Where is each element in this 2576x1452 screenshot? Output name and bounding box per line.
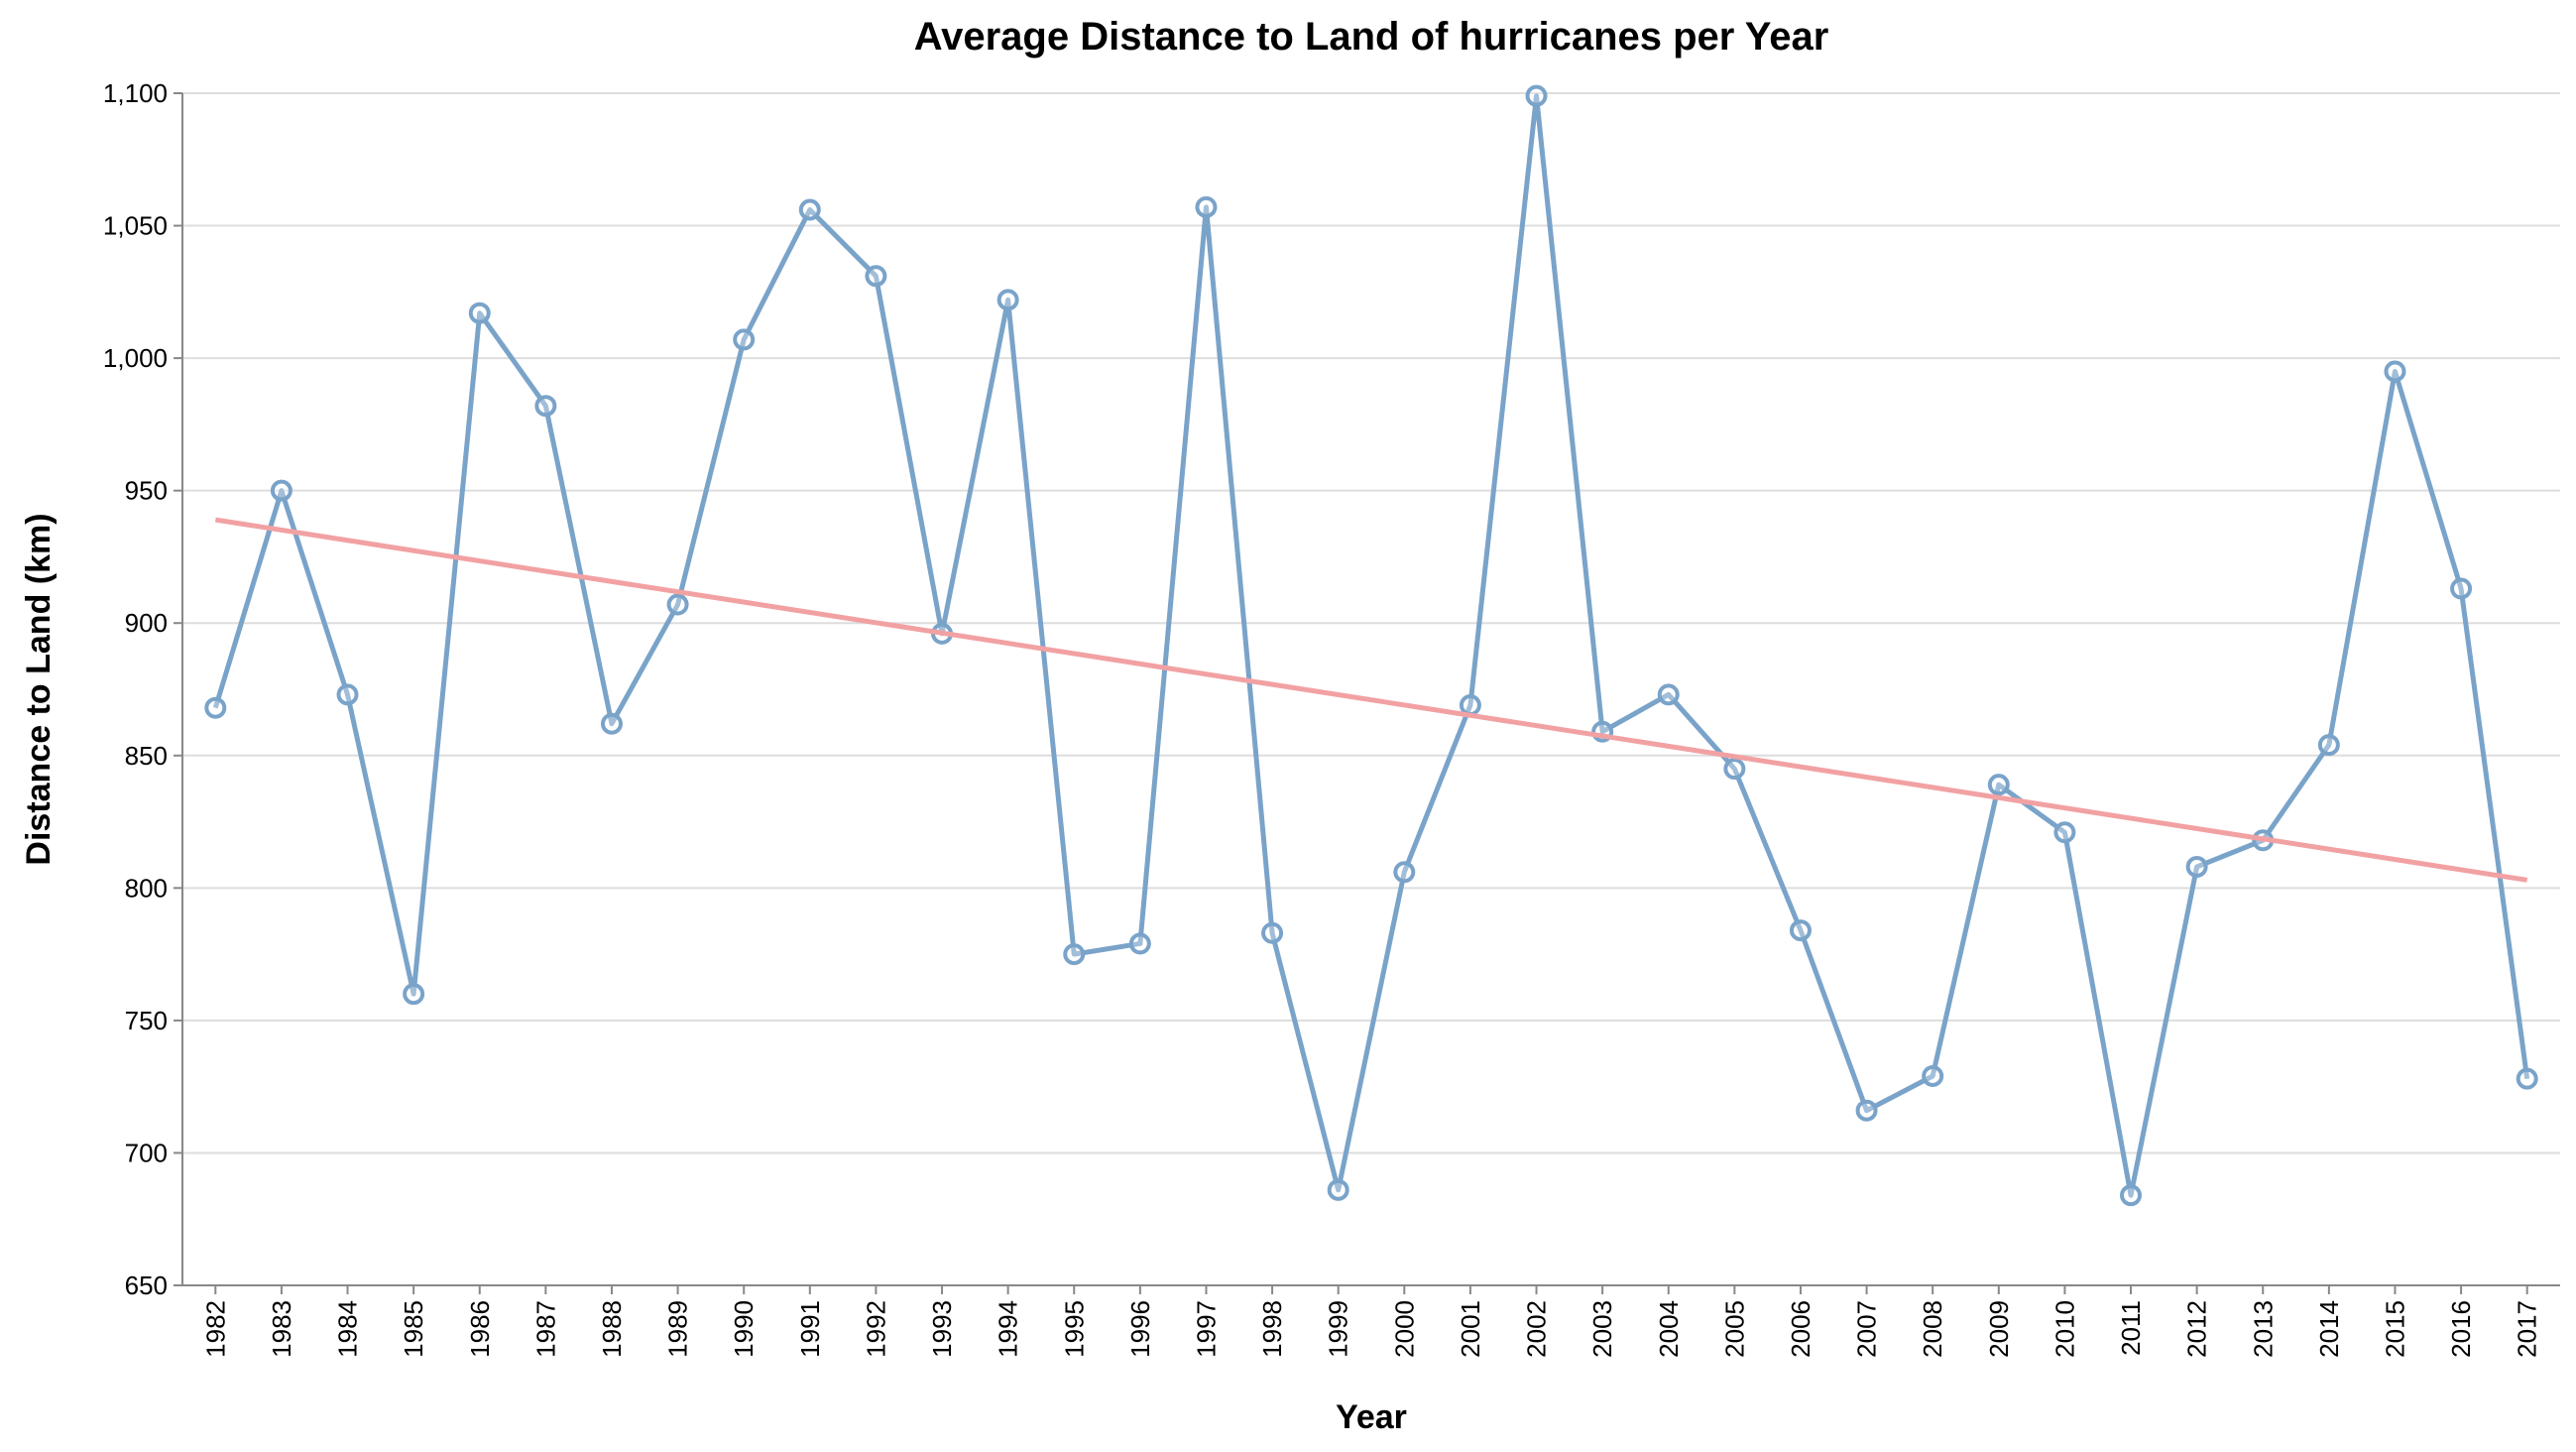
x-tick-label: 1990 <box>729 1300 759 1358</box>
y-tick-label: 1,050 <box>103 211 168 241</box>
point <box>865 265 887 288</box>
trend-line <box>214 517 2528 883</box>
x-tick-label: 2010 <box>2049 1300 2079 1358</box>
point <box>2384 360 2406 383</box>
point <box>733 328 756 351</box>
x-tick-label: 1992 <box>861 1300 890 1358</box>
y-tick-label: 900 <box>125 608 168 638</box>
x-tick-label: 1996 <box>1125 1300 1155 1358</box>
x-tick-label: 1994 <box>994 1300 1023 1358</box>
x-tick-label: 2009 <box>1984 1300 2014 1358</box>
x-tick-label: 2017 <box>2513 1300 2542 1358</box>
x-tick-label: 2001 <box>1456 1300 1485 1358</box>
point <box>2053 821 2076 844</box>
x-tick-label: 2015 <box>2380 1300 2409 1358</box>
y-tick-label: 650 <box>125 1270 168 1300</box>
point <box>468 302 491 324</box>
point <box>1657 683 1680 706</box>
point <box>1195 195 1218 218</box>
x-tick-label: 1998 <box>1257 1300 1287 1358</box>
point <box>1327 1178 1349 1201</box>
y-tick-label: 1,000 <box>103 343 168 373</box>
x-tick-label: 2002 <box>1522 1300 1552 1358</box>
x-tick-label: 2016 <box>2446 1300 2476 1358</box>
x-tick-label: 2013 <box>2248 1300 2278 1358</box>
x-tick-label: 1997 <box>1191 1300 1221 1358</box>
y-tick-label: 750 <box>125 1006 168 1035</box>
y-tick-label: 800 <box>125 873 168 903</box>
point <box>1393 861 1416 884</box>
x-tick-label: 1989 <box>663 1300 693 1358</box>
point <box>1261 921 1284 944</box>
y-axis-title: Distance to Land (km) <box>20 513 58 865</box>
point <box>666 593 689 616</box>
x-tick-label: 2004 <box>1654 1300 1684 1358</box>
x-tick-label: 2003 <box>1587 1300 1617 1358</box>
point <box>798 198 821 221</box>
x-axis-title: Year <box>1336 1398 1407 1436</box>
x-tick-label: 2014 <box>2314 1300 2344 1358</box>
point <box>270 479 293 502</box>
point <box>1723 758 1746 781</box>
x-tick-label: 2000 <box>1389 1300 1419 1358</box>
x-tick-label: 1995 <box>1059 1300 1089 1358</box>
point <box>204 696 227 719</box>
x-tick-label: 1991 <box>795 1300 825 1358</box>
x-tick-label: 2012 <box>2182 1300 2212 1358</box>
point <box>1987 774 2010 796</box>
point <box>1855 1099 1878 1122</box>
point <box>2450 577 2473 600</box>
x-tick-label: 1984 <box>333 1300 363 1358</box>
x-tick-label: 1987 <box>530 1300 560 1358</box>
point <box>1459 694 1481 717</box>
point <box>2185 855 2208 878</box>
x-tick-label: 1982 <box>200 1300 230 1358</box>
x-tick-label: 2008 <box>1918 1300 1947 1358</box>
x-tick-label: 2007 <box>1852 1300 1882 1358</box>
point <box>996 289 1019 311</box>
y-tick-label: 950 <box>125 476 168 506</box>
x-tick-label: 1985 <box>399 1300 428 1358</box>
y-tick-label: 700 <box>125 1138 168 1167</box>
y-tick-label: 1,100 <box>103 78 168 108</box>
x-tick-label: 2006 <box>1786 1300 1815 1358</box>
x-tick-label: 1986 <box>465 1300 495 1358</box>
series-line <box>212 93 2530 1198</box>
point <box>1128 932 1151 955</box>
point <box>1525 84 1548 107</box>
x-tick-label: 1988 <box>597 1300 627 1358</box>
x-tick-label: 1993 <box>927 1300 957 1358</box>
point <box>2317 734 2340 757</box>
point <box>1922 1064 1944 1087</box>
x-tick-label: 1999 <box>1324 1300 1353 1358</box>
x-tick-label: 2005 <box>1719 1300 1749 1358</box>
y-tick-label: 850 <box>125 741 168 771</box>
point <box>1789 919 1812 942</box>
point <box>534 395 557 418</box>
point <box>1063 943 1086 966</box>
x-tick-label: 2011 <box>2116 1300 2146 1356</box>
x-tick-label: 1983 <box>267 1300 296 1358</box>
point <box>403 983 425 1006</box>
point <box>336 683 359 706</box>
chart-title: Average Distance to Land of hurricanes p… <box>914 15 1829 59</box>
point <box>600 712 623 735</box>
point <box>2516 1067 2538 1090</box>
point <box>2120 1184 2143 1207</box>
